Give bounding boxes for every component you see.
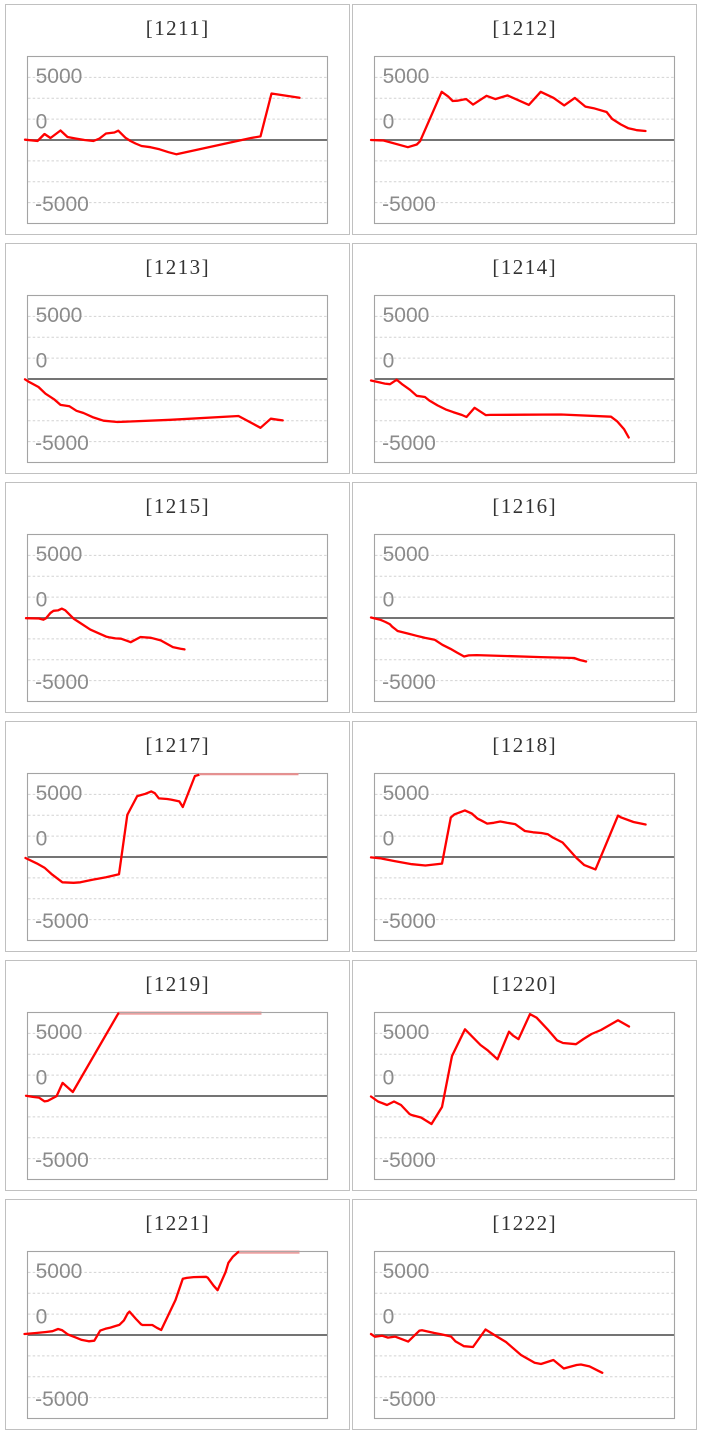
svg-text:5000: 5000 <box>35 782 82 805</box>
svg-text:5000: 5000 <box>35 65 82 88</box>
svg-text:0: 0 <box>35 827 47 850</box>
svg-text:0: 0 <box>382 1066 394 1089</box>
svg-text:5000: 5000 <box>35 543 82 566</box>
svg-text:0: 0 <box>35 349 47 372</box>
svg-text:-5000: -5000 <box>35 1388 89 1411</box>
svg-text:-5000: -5000 <box>382 193 436 216</box>
svg-text:0: 0 <box>382 588 394 611</box>
svg-text:5000: 5000 <box>35 304 82 327</box>
svg-text:-5000: -5000 <box>382 1149 436 1172</box>
svg-text:5000: 5000 <box>382 1260 429 1283</box>
svg-text:-5000: -5000 <box>35 1149 89 1172</box>
svg-text:0: 0 <box>382 349 394 372</box>
svg-text:-5000: -5000 <box>35 671 89 694</box>
svg-text:0: 0 <box>35 1066 47 1089</box>
svg-text:-5000: -5000 <box>35 432 89 455</box>
svg-text:0: 0 <box>382 827 394 850</box>
svg-text:5000: 5000 <box>35 1021 82 1044</box>
svg-text:5000: 5000 <box>35 1260 82 1283</box>
svg-text:-5000: -5000 <box>382 910 436 933</box>
svg-text:-5000: -5000 <box>382 1388 436 1411</box>
svg-text:-5000: -5000 <box>35 193 89 216</box>
svg-text:0: 0 <box>382 110 394 133</box>
svg-text:0: 0 <box>35 110 47 133</box>
svg-text:5000: 5000 <box>382 304 429 327</box>
svg-text:-5000: -5000 <box>382 671 436 694</box>
svg-text:0: 0 <box>382 1305 394 1328</box>
svg-text:-5000: -5000 <box>35 910 89 933</box>
svg-text:0: 0 <box>35 1305 47 1328</box>
svg-text:-5000: -5000 <box>382 432 436 455</box>
svg-text:0: 0 <box>35 588 47 611</box>
svg-text:5000: 5000 <box>382 65 429 88</box>
svg-text:5000: 5000 <box>382 543 429 566</box>
svg-text:5000: 5000 <box>382 782 429 805</box>
svg-text:5000: 5000 <box>382 1021 429 1044</box>
